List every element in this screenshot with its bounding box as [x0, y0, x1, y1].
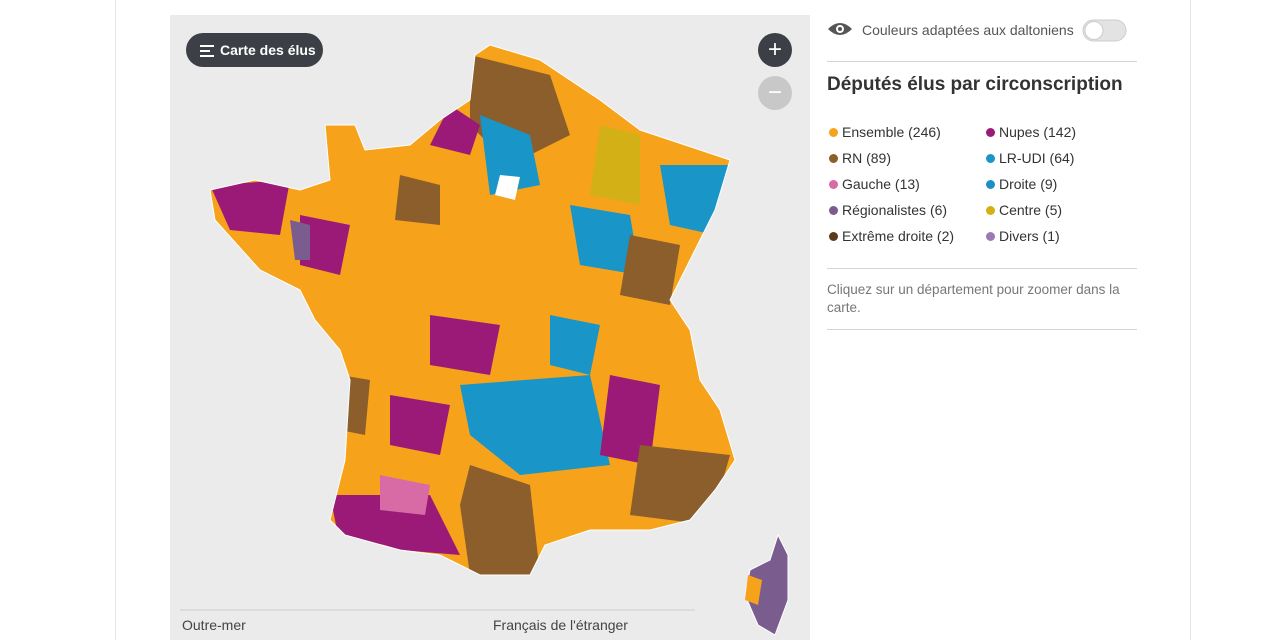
legend-label: Centre (5): [999, 202, 1063, 218]
divider: [827, 268, 1137, 269]
page-border: [1190, 0, 1191, 640]
legend-swatch: [986, 206, 995, 215]
legend-label: Gauche (13): [842, 176, 920, 192]
menu-icon: [200, 45, 214, 57]
abroad-label[interactable]: Français de l'étranger: [493, 617, 628, 633]
hint: Cliquez sur un département pour zoomer d…: [827, 282, 1120, 315]
map[interactable]: [170, 15, 810, 640]
legend-swatch: [829, 154, 838, 163]
legend-label: Régionalistes (6): [842, 202, 948, 218]
colorblind-label: Couleurs adaptées aux daltoniens: [862, 22, 1074, 38]
divider: [827, 329, 1137, 330]
divider: [827, 61, 1137, 62]
overseas-label[interactable]: Outre-mer: [182, 617, 246, 633]
page-border: [115, 0, 116, 640]
legend-swatch: [986, 128, 995, 137]
legend-label: Ensemble (246): [842, 124, 941, 140]
legend-label: LR-UDI (64): [999, 150, 1075, 166]
legend-swatch: [829, 206, 838, 215]
zoom-out[interactable]: −: [758, 76, 792, 110]
legend-title: Députés élus par circonscription: [827, 74, 1123, 95]
legend-label: RN (89): [842, 150, 892, 166]
eye-icon: [828, 23, 852, 35]
legend-swatch: [829, 180, 838, 189]
legend-label: Divers (1): [999, 228, 1060, 244]
legend-label: Nupes (142): [999, 124, 1077, 140]
legend-swatch: [986, 232, 995, 241]
legend-swatch: [829, 232, 838, 241]
toggle[interactable]: [1082, 19, 1128, 43]
legend-swatch: [829, 128, 838, 137]
legend-label: Extrême droite (2): [842, 228, 955, 244]
map-panel: Carte des élus + − Outre-mer Français de…: [170, 15, 810, 640]
legend-swatch: [986, 180, 995, 189]
zoom-in[interactable]: +: [758, 33, 792, 67]
legend-label: Droite (9): [999, 176, 1058, 192]
legend-swatch: [986, 154, 995, 163]
